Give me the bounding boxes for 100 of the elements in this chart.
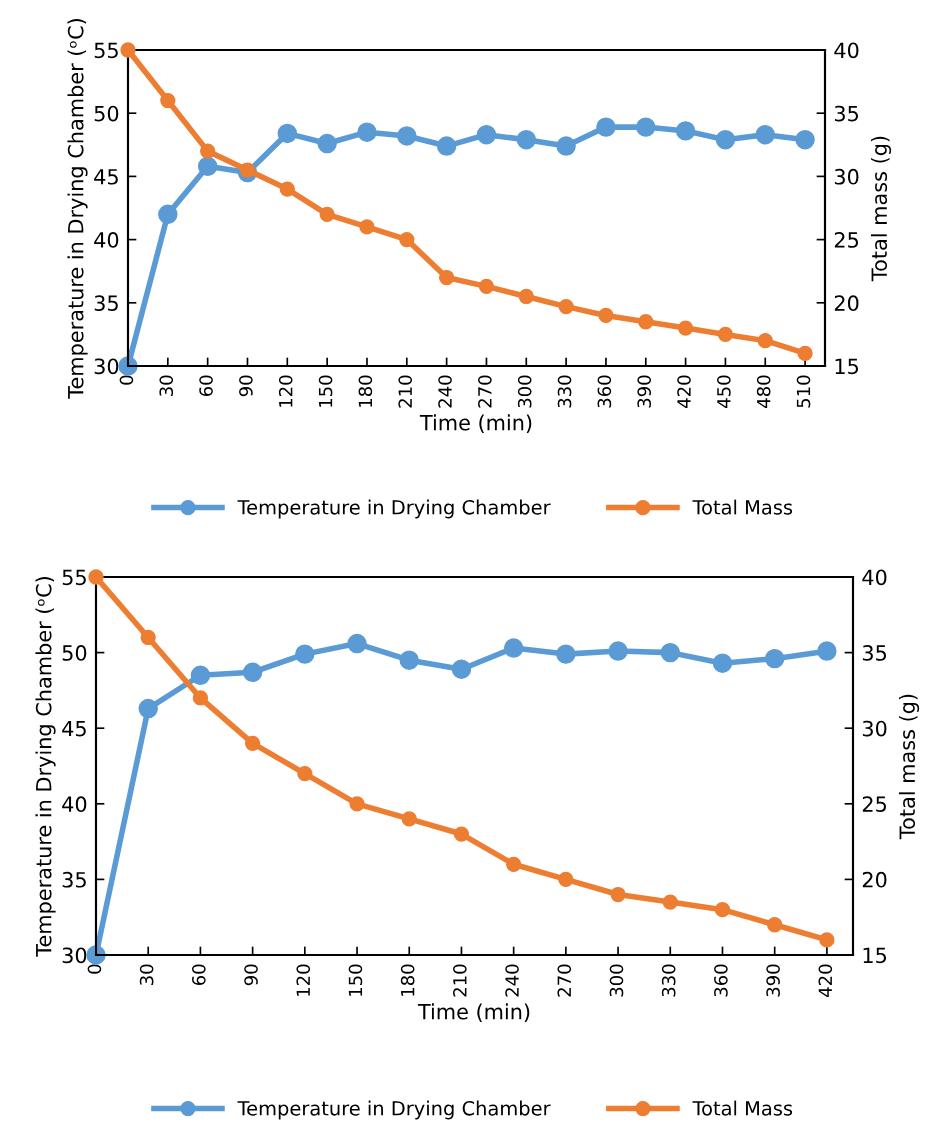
point xyxy=(662,894,678,910)
point xyxy=(558,871,574,888)
point xyxy=(160,92,176,109)
x-tick-label: 270 xyxy=(478,375,492,408)
y2-tick-label: 20 xyxy=(862,871,887,888)
y2-tick-label: 40 xyxy=(834,42,859,59)
point xyxy=(660,642,680,663)
point xyxy=(120,42,136,58)
y-tick-label: 45 xyxy=(94,169,118,185)
x-tick-label: 90 xyxy=(244,964,258,986)
y-axis-title: Temperature in Drying Chamber (ᵒC) xyxy=(35,577,56,957)
point xyxy=(717,326,734,343)
point xyxy=(764,648,785,669)
y-axis-title: Temperature in Drying Chamber (ᵒC) xyxy=(67,19,88,399)
x-tick-label: 330 xyxy=(557,375,572,408)
point xyxy=(242,662,263,682)
point xyxy=(138,698,158,719)
x-tick-label: 0 xyxy=(87,964,102,974)
x-tick-label: 120 xyxy=(278,375,293,407)
x-axis-title: Time (min) xyxy=(417,1003,530,1022)
x-tick-label: 390 xyxy=(766,964,780,997)
x-tick-label: 510 xyxy=(796,375,811,408)
y-tick-label: 50 xyxy=(94,105,119,122)
point xyxy=(556,644,576,664)
x-tick-label: 480 xyxy=(756,375,771,408)
x-tick-label: 330 xyxy=(661,964,676,997)
point xyxy=(436,136,457,156)
legend-label: Temperature in Drying Chamber xyxy=(237,499,551,519)
point xyxy=(795,130,815,150)
y-tick-label: 45 xyxy=(62,720,86,737)
x-tick-label: 180 xyxy=(358,375,373,407)
point xyxy=(819,932,835,948)
point xyxy=(518,288,534,305)
y-tick-label: 50 xyxy=(62,645,87,661)
y2-tick-label: 30 xyxy=(834,168,859,185)
x-tick-label: 240 xyxy=(505,964,519,997)
point xyxy=(556,136,576,156)
x-tick-label: 90 xyxy=(239,375,253,397)
y2-axis-title: Total mass (g) xyxy=(898,694,920,840)
x-tick-label: 150 xyxy=(318,375,333,407)
point xyxy=(677,320,694,336)
point xyxy=(88,569,104,585)
y-tick-label: 35 xyxy=(94,295,118,312)
point xyxy=(714,902,731,918)
point xyxy=(608,641,628,661)
legend-label: Total Mass xyxy=(692,1100,793,1116)
point xyxy=(244,735,261,751)
x-tick-label: 30 xyxy=(159,375,174,396)
point xyxy=(357,122,377,142)
point xyxy=(295,644,315,664)
point xyxy=(767,917,783,933)
y-tick-label: 40 xyxy=(62,796,87,813)
point xyxy=(453,826,470,842)
point xyxy=(598,307,614,324)
point xyxy=(638,314,654,330)
point xyxy=(757,333,773,349)
point xyxy=(478,278,495,295)
y2-tick-label: 35 xyxy=(862,645,887,661)
x-tick-label: 30 xyxy=(139,964,154,985)
point xyxy=(506,856,522,872)
point xyxy=(558,298,574,315)
x-tick-label: 210 xyxy=(453,964,467,997)
point xyxy=(319,206,335,222)
point xyxy=(715,130,736,150)
x-tick-label: 450 xyxy=(717,375,731,408)
point xyxy=(190,665,211,686)
point xyxy=(347,633,367,654)
point xyxy=(197,156,218,177)
x-tick-label: 270 xyxy=(557,964,572,997)
y-tick-label: 30 xyxy=(94,358,119,375)
x-tick-label: 300 xyxy=(517,375,532,408)
point xyxy=(797,345,813,361)
x-axis-title: Time (min) xyxy=(419,414,532,433)
y2-tick-label: 15 xyxy=(863,947,887,964)
y2-tick-label: 30 xyxy=(862,720,887,737)
point xyxy=(140,629,156,646)
y2-axis-title: Total mass (g) xyxy=(870,136,892,282)
point xyxy=(297,765,313,782)
legend-label: Total Mass xyxy=(692,499,793,515)
point xyxy=(399,650,419,670)
point xyxy=(675,121,696,141)
x-tick-label: 60 xyxy=(199,375,213,397)
x-tick-label: 120 xyxy=(296,964,311,996)
x-tick-label: 210 xyxy=(398,375,413,408)
y-tick-label: 30 xyxy=(62,947,87,964)
point xyxy=(239,162,256,178)
y2-tick-label: 35 xyxy=(834,105,859,122)
x-tick-label: 360 xyxy=(597,375,612,408)
x-tick-label: 390 xyxy=(637,375,652,408)
x-tick-label: 60 xyxy=(192,964,206,986)
y2-tick-label: 25 xyxy=(862,796,887,813)
y2-tick-label: 20 xyxy=(834,295,859,312)
point xyxy=(476,124,497,145)
x-tick-label: 300 xyxy=(609,964,624,997)
point xyxy=(158,204,178,225)
x-tick-label: 240 xyxy=(438,375,452,408)
point xyxy=(359,219,375,235)
y2-tick-label: 25 xyxy=(834,232,859,248)
y-tick-label: 35 xyxy=(62,871,86,888)
point xyxy=(277,123,298,144)
